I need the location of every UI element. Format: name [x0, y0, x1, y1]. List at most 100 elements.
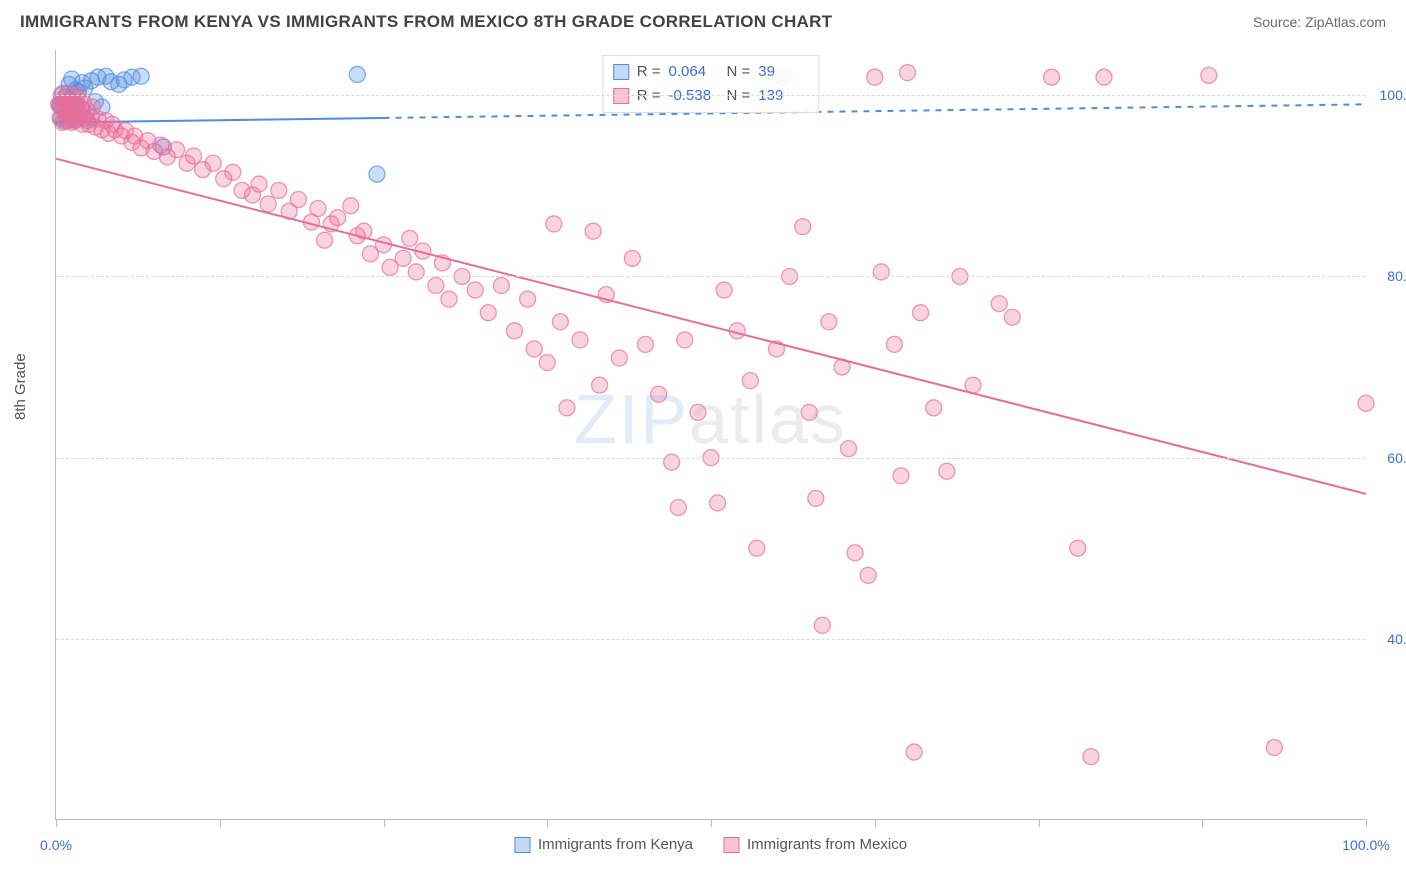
- ytick-label: 100.0%: [1380, 87, 1406, 103]
- xtick: [711, 819, 712, 827]
- scatter-point: [1070, 540, 1086, 556]
- scatter-point: [670, 499, 686, 515]
- chart-header: IMMIGRANTS FROM KENYA VS IMMIGRANTS FROM…: [0, 0, 1406, 40]
- legend-label-mexico: Immigrants from Mexico: [747, 836, 907, 853]
- regression-line-dashed: [384, 104, 1367, 118]
- xtick: [1202, 819, 1203, 827]
- scatter-point: [886, 336, 902, 352]
- y-axis-label: 8th Grade: [12, 353, 29, 420]
- scatter-point: [847, 545, 863, 561]
- scatter-point: [507, 323, 523, 339]
- scatter-point: [402, 230, 418, 246]
- legend-stats: R = 0.064 N = 39 R = -0.538 N = 139: [602, 55, 820, 113]
- scatter-point: [310, 201, 326, 217]
- scatter-point: [742, 373, 758, 389]
- gridline: [56, 276, 1365, 277]
- scatter-point: [939, 463, 955, 479]
- swatch-mexico-icon: [723, 837, 739, 853]
- stat-label-r: R =: [637, 60, 661, 84]
- scatter-point: [814, 617, 830, 633]
- scatter-point: [205, 155, 221, 171]
- scatter-point: [795, 219, 811, 235]
- scatter-point: [592, 377, 608, 393]
- scatter-point: [526, 341, 542, 357]
- scatter-point: [428, 278, 444, 294]
- scatter-point: [369, 166, 385, 182]
- scatter-point: [559, 400, 575, 416]
- stat-n-kenya: 39: [758, 60, 808, 84]
- gridline: [56, 639, 1365, 640]
- ytick-label: 60.0%: [1387, 450, 1406, 466]
- legend-item-mexico: Immigrants from Mexico: [723, 836, 907, 853]
- scatter-point: [480, 305, 496, 321]
- xtick-label: 0.0%: [40, 837, 72, 853]
- legend-item-kenya: Immigrants from Kenya: [514, 836, 693, 853]
- legend-stats-row-kenya: R = 0.064 N = 39: [613, 60, 809, 84]
- xtick: [56, 819, 57, 827]
- xtick-label: 100.0%: [1342, 837, 1389, 853]
- stat-label-n: N =: [727, 60, 751, 84]
- scatter-point: [638, 336, 654, 352]
- scatter-point: [493, 278, 509, 294]
- scatter-point: [317, 232, 333, 248]
- scatter-point: [330, 210, 346, 226]
- scatter-point: [965, 377, 981, 393]
- ytick-label: 80.0%: [1387, 268, 1406, 284]
- chart-source: Source: ZipAtlas.com: [1253, 14, 1386, 30]
- regression-line: [56, 159, 1366, 494]
- scatter-point: [408, 264, 424, 280]
- scatter-point: [867, 69, 883, 85]
- scatter-point: [926, 400, 942, 416]
- scatter-point: [395, 250, 411, 266]
- scatter-point: [710, 495, 726, 511]
- scatter-point: [349, 66, 365, 82]
- scatter-point: [624, 250, 640, 266]
- xtick: [220, 819, 221, 827]
- scatter-point: [716, 282, 732, 298]
- scatter-point: [677, 332, 693, 348]
- scatter-point: [552, 314, 568, 330]
- scatter-point: [913, 305, 929, 321]
- scatter-point: [1201, 67, 1217, 83]
- scatter-point: [611, 350, 627, 366]
- scatter-point: [572, 332, 588, 348]
- scatter-point: [251, 176, 267, 192]
- gridline: [56, 458, 1365, 459]
- legend-label-kenya: Immigrants from Kenya: [538, 836, 693, 853]
- scatter-point: [343, 198, 359, 214]
- stat-r-kenya: 0.064: [669, 60, 719, 84]
- chart-title: IMMIGRANTS FROM KENYA VS IMMIGRANTS FROM…: [20, 12, 832, 32]
- scatter-point: [546, 216, 562, 232]
- scatter-point: [821, 314, 837, 330]
- scatter-point: [467, 282, 483, 298]
- scatter-point: [520, 291, 536, 307]
- legend-bottom: Immigrants from Kenya Immigrants from Me…: [514, 836, 907, 853]
- scatter-point: [860, 567, 876, 583]
- scatter-point: [441, 291, 457, 307]
- scatter-point: [1044, 69, 1060, 85]
- scatter-point: [260, 196, 276, 212]
- chart-area: ZIPatlas R = 0.064 N = 39 R = -0.538 N =…: [55, 50, 1365, 820]
- scatter-point: [873, 264, 889, 280]
- scatter-point: [1266, 740, 1282, 756]
- gridline: [56, 95, 1365, 96]
- plot-svg: [56, 50, 1365, 819]
- scatter-point: [841, 441, 857, 457]
- scatter-point: [585, 223, 601, 239]
- ytick-label: 40.0%: [1387, 631, 1406, 647]
- scatter-point: [991, 296, 1007, 312]
- xtick: [1366, 819, 1367, 827]
- scatter-point: [225, 164, 241, 180]
- scatter-point: [651, 386, 667, 402]
- scatter-point: [186, 148, 202, 164]
- scatter-point: [900, 65, 916, 81]
- scatter-point: [133, 68, 149, 84]
- swatch-kenya-icon: [613, 64, 629, 80]
- scatter-point: [169, 142, 185, 158]
- scatter-point: [1358, 395, 1374, 411]
- xtick: [875, 819, 876, 827]
- swatch-kenya-icon: [514, 837, 530, 853]
- scatter-point: [1096, 69, 1112, 85]
- scatter-point: [749, 540, 765, 556]
- scatter-point: [290, 191, 306, 207]
